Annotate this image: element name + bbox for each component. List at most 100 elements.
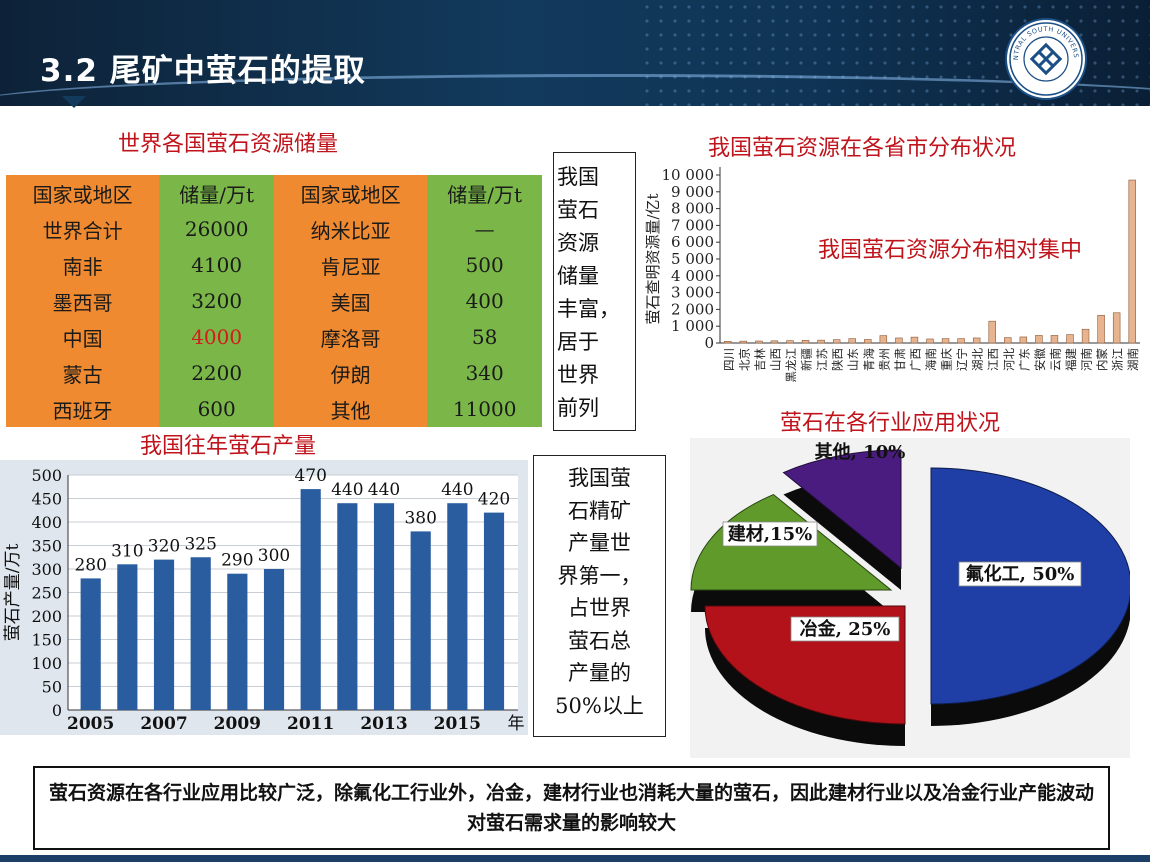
note-line: 丰富，	[557, 297, 620, 321]
x-tick-label: 内蒙	[1095, 348, 1109, 371]
bar	[755, 340, 763, 344]
conclusion-text: 萤石资源在各行业应用比较广泛，除氟化工行业外，冶金，建材行业也消耗大量的萤石，因…	[49, 782, 1095, 834]
table-cell: 4100	[159, 247, 274, 283]
x-tick-label: 辽宁	[955, 348, 969, 371]
bar	[300, 489, 321, 710]
table-cell: 600	[159, 391, 274, 427]
x-axis-label: 年	[508, 714, 525, 734]
bar	[1066, 334, 1074, 344]
table-header-row: 国家或地区 储量/万t 国家或地区 储量/万t	[6, 175, 542, 211]
x-tick-label: 贵州	[877, 348, 891, 371]
table-header-cell: 储量/万t	[427, 175, 542, 211]
table-row: 蒙古 2200 伊朗 340	[6, 355, 542, 391]
note-line: 我国	[557, 165, 599, 189]
bar	[926, 338, 934, 344]
x-tick-label: 湖北	[971, 348, 985, 371]
bar	[910, 336, 919, 344]
table-cell: 400	[427, 283, 542, 319]
bar	[1004, 337, 1012, 344]
note-line: 储量	[557, 264, 599, 288]
bar	[972, 337, 981, 344]
bar	[739, 340, 748, 344]
table-cell: 南非	[6, 247, 160, 283]
y-tick-label: 5 000	[671, 250, 714, 268]
x-tick-label: 河南	[1080, 348, 1094, 371]
table-header-cell: 储量/万t	[159, 175, 274, 211]
footer-strip	[0, 855, 1150, 862]
y-tick-label: 1 000	[671, 317, 714, 335]
x-tick-label: 云南	[1048, 348, 1062, 371]
bar	[447, 503, 468, 710]
pie-slice	[782, 449, 902, 570]
x-tick-label: 湖南	[1126, 348, 1140, 371]
note-line: 产量世	[568, 531, 631, 555]
university-seal-icon: CENTRAL SOUTH UNIVERSITY	[1005, 18, 1087, 100]
table-cell: 2200	[159, 355, 274, 391]
y-tick-label: 150	[31, 631, 62, 650]
reserves-table: 国家或地区 储量/万t 国家或地区 储量/万t 世界合计 26000 纳米比亚 …	[6, 175, 542, 427]
y-tick-label: 500	[31, 466, 62, 485]
table-cell: 中国	[6, 319, 160, 355]
x-tick-label: 福建	[1064, 348, 1078, 371]
y-tick-label: 4 000	[671, 267, 714, 285]
note-line: 萤石	[557, 198, 599, 222]
production-chart-title: 我国往年萤石产量	[140, 434, 317, 459]
note-line: 占世界	[568, 596, 631, 620]
table-row: 南非 4100 肯尼亚 500	[6, 247, 542, 283]
reserves-table-title: 世界各国萤石资源储量	[118, 132, 339, 157]
table-cell: 11000	[427, 391, 542, 427]
table-header-cell: 国家或地区	[6, 175, 160, 211]
y-axis-label: 萤石查明资源量/亿t	[644, 193, 662, 324]
x-tick-label: 新疆	[800, 348, 814, 371]
data-label: 470	[294, 466, 326, 486]
table-cell: 美国	[273, 283, 428, 319]
note-line: 石精矿	[568, 498, 631, 523]
y-tick-label: 200	[31, 607, 62, 626]
data-label: 440	[368, 480, 400, 500]
x-tick-label: 广西	[908, 348, 922, 371]
bar	[1097, 314, 1105, 344]
y-tick-label: 9 000	[671, 183, 714, 201]
table-row: 墨西哥 3200 美国 400	[6, 283, 542, 319]
bar	[848, 338, 856, 344]
x-tick-label: 重庆	[940, 348, 954, 371]
data-label: 440	[331, 480, 363, 500]
data-label: 290	[221, 551, 253, 571]
bar	[410, 531, 431, 710]
conclusion-box: 萤石资源在各行业应用比较广泛，除氟化工行业外，冶金，建材行业也消耗大量的萤石，因…	[33, 766, 1110, 850]
bar	[483, 512, 505, 710]
bar	[153, 559, 175, 710]
x-tick-label: 陕西	[831, 348, 845, 371]
note-line: 50%以上	[555, 693, 644, 718]
y-tick-label: 250	[31, 584, 62, 603]
x-tick-label: 2015	[434, 714, 481, 734]
table-cell: 墨西哥	[6, 283, 160, 319]
page-title: 3.2 尾矿中萤石的提取	[40, 53, 366, 89]
bar	[770, 340, 779, 344]
x-tick-label: 广东	[1017, 348, 1031, 371]
bar	[263, 569, 285, 710]
bar	[190, 557, 211, 710]
y-tick-label: 50	[42, 678, 62, 697]
x-tick-label: 甘肃	[893, 348, 907, 371]
bar	[1081, 328, 1090, 344]
x-tick-label: 北京	[737, 348, 751, 371]
table-cell: 3200	[159, 283, 274, 319]
pie-label: 氟化工, 50%	[966, 563, 1075, 585]
header-notch	[62, 96, 86, 108]
table-cell-highlight: 4000	[159, 319, 274, 355]
bar	[864, 339, 872, 344]
x-tick-label: 江苏	[815, 348, 829, 371]
y-tick-label: 100	[31, 654, 62, 673]
y-tick-label: 10 000	[662, 166, 715, 184]
bar	[724, 341, 732, 344]
bar	[1112, 312, 1121, 344]
x-tick-label: 山东	[846, 348, 860, 371]
x-tick-label: 四川	[722, 348, 736, 371]
logo-text: CENTRAL SOUTH UNIVERSITY	[1007, 20, 1079, 60]
y-tick-label: 2 000	[671, 300, 714, 318]
table-row: 中国 4000 摩洛哥 58	[6, 319, 542, 355]
header-swoosh	[0, 74, 1150, 106]
x-tick-label: 安徽	[1033, 348, 1047, 371]
